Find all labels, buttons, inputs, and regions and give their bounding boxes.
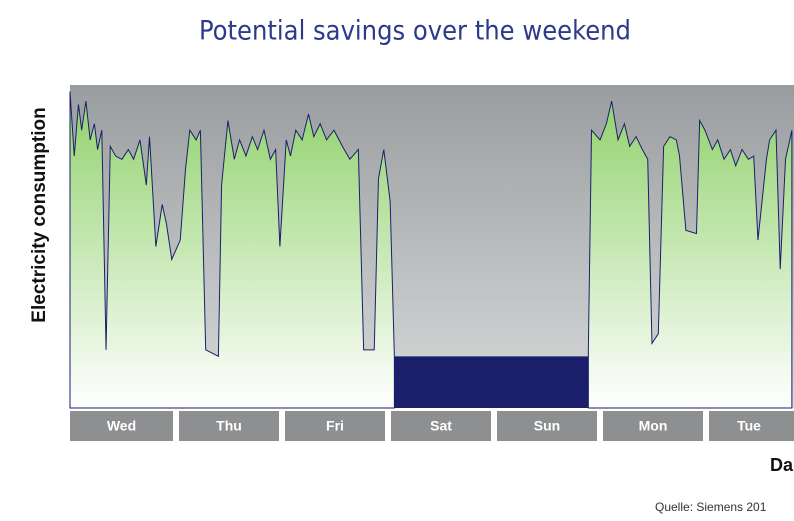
x-tick-label: Fri [326,418,344,434]
x-tick-label: Wed [107,418,136,434]
day-band [179,411,280,441]
x-tick-label: Thu [216,418,242,434]
x-tick-label: Sun [534,418,560,434]
plot [69,91,793,409]
day-band [497,411,598,441]
x-tick-label: Tue [737,418,761,434]
source: Quelle: Siemens 201 [655,500,767,514]
x-tick-label: Sat [430,418,452,434]
day-band [391,411,492,441]
day-band [603,411,704,441]
x-tick-label: Mon [639,418,668,434]
chart-title: Potential savings over the weekend [199,16,631,47]
y-axis-label: Electricity consumption [29,107,50,322]
x-axis-label: Da [770,455,794,475]
day-band [285,411,386,441]
area [394,356,589,408]
area [69,91,793,409]
day-band [709,411,794,441]
day-band [70,411,174,441]
